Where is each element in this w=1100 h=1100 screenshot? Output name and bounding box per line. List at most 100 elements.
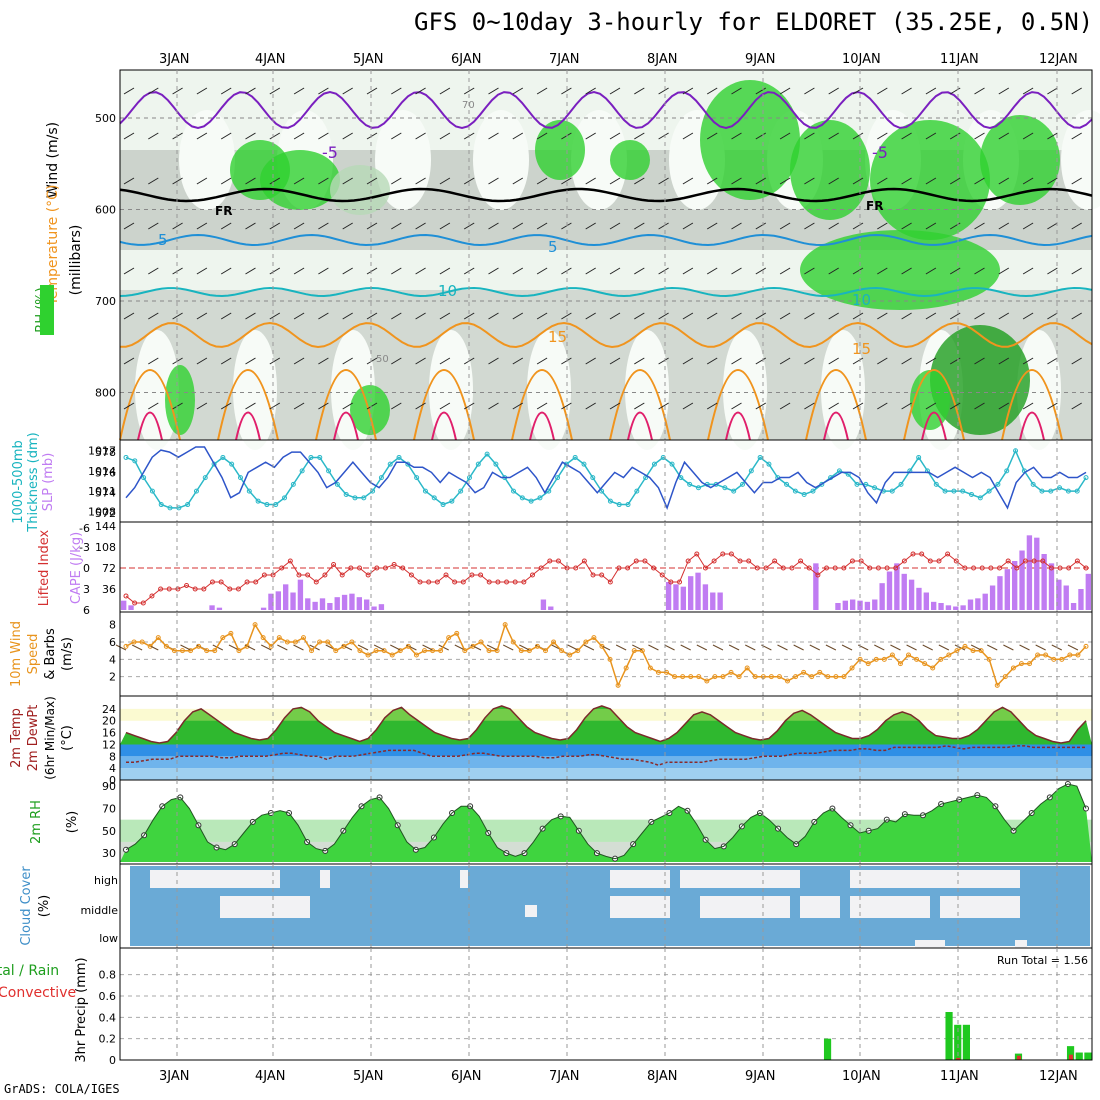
- wind-barb: [196, 402, 208, 410]
- wind-barb: [439, 87, 451, 95]
- wind-barb: [269, 402, 281, 410]
- slp-point: [986, 488, 992, 494]
- slp-point: [326, 468, 332, 474]
- wind-point: [155, 635, 161, 641]
- slp-point: [678, 475, 684, 481]
- wind-barb: [712, 644, 724, 651]
- li-point: [184, 583, 190, 588]
- slp-point: [581, 461, 587, 467]
- wind-barb: [220, 312, 232, 320]
- wind-barb: [974, 132, 985, 140]
- slp-point: [916, 454, 922, 460]
- wind-barb: [745, 644, 756, 651]
- wind-point: [946, 652, 952, 658]
- wind-barb: [925, 177, 937, 185]
- wind-barb: [793, 644, 804, 651]
- date-label-top: 9JAN: [745, 52, 776, 67]
- cape-bar: [1048, 563, 1055, 610]
- wind-barb: [123, 402, 135, 410]
- wind-barb: [731, 87, 742, 95]
- wind-point: [228, 630, 234, 636]
- y-tick-label: 4: [109, 653, 116, 666]
- y-tick-label: 3: [83, 583, 90, 596]
- wind-barb: [779, 357, 791, 365]
- y-tick-label: 8: [109, 750, 116, 763]
- wind-barb: [585, 312, 596, 320]
- wind-barb: [987, 644, 998, 651]
- wind-barb: [269, 222, 281, 230]
- wind-barb: [342, 132, 353, 140]
- cloud-block: [250, 896, 310, 918]
- wind-barb: [755, 312, 767, 320]
- wind-barb: [1047, 177, 1058, 185]
- wind-barb: [658, 267, 669, 275]
- wind-barb: [123, 267, 135, 275]
- wind-barb: [561, 267, 572, 275]
- wind-point: [300, 635, 306, 641]
- contour-label: -5: [322, 143, 338, 162]
- wind-barb: [318, 222, 329, 230]
- wind-barb: [609, 312, 621, 320]
- wind-point: [599, 643, 605, 649]
- wind-point: [954, 648, 960, 654]
- rh-light-column: [625, 330, 669, 450]
- wind-barb: [925, 267, 937, 275]
- y-tick-label: 20: [102, 715, 116, 728]
- wind-point: [906, 652, 912, 658]
- y-tick-label: 30: [102, 847, 116, 860]
- cape-bar: [938, 603, 944, 610]
- wind-barb: [366, 267, 378, 275]
- wind-barb: [852, 267, 864, 275]
- y-tick-label: 700: [95, 295, 116, 308]
- wind-barb: [220, 402, 232, 410]
- y-tick-label: 0.8: [99, 969, 117, 982]
- wind-barb: [585, 177, 596, 185]
- y-tick-label: 0: [109, 774, 116, 787]
- temp-panel: [120, 705, 1092, 780]
- y-tick-label: 0: [109, 1054, 116, 1067]
- labels-layer: 3JAN 3JAN 4JAN 4JAN 5JAN 5JAN 6JAN 6JAN 7JAN 7JAN…: [0, 52, 1088, 1084]
- axis-label-cloud: Cloud Cover: [19, 866, 34, 946]
- li-point: [391, 562, 397, 567]
- precip-bar: [962, 1024, 970, 1060]
- wind-barb: [877, 267, 888, 275]
- slp-point: [458, 488, 464, 494]
- wind-barb: [828, 222, 839, 230]
- wind-point: [575, 648, 581, 654]
- date-label-bottom: 11JAN: [940, 1069, 979, 1084]
- wind-barb: [585, 267, 596, 275]
- wind-point: [462, 648, 468, 654]
- wind-barb: [828, 312, 839, 320]
- wind-barb: [998, 177, 1010, 185]
- cape-bar: [260, 607, 267, 610]
- wind-barb: [755, 222, 767, 230]
- axis-label-thickness: 1000-500mb: [11, 440, 26, 524]
- wind-barb: [877, 357, 888, 365]
- li-point: [581, 558, 587, 564]
- y-tick-label: 6: [109, 636, 116, 649]
- y-tick-label: 500: [95, 112, 116, 125]
- wind-barb: [180, 644, 191, 651]
- wind-barb: [877, 402, 888, 410]
- wind-point: [405, 643, 411, 649]
- wind-barb: [391, 267, 402, 275]
- slp-point: [237, 475, 243, 481]
- axis-label-wind10: 10m Wind: [9, 621, 24, 687]
- wind-barb: [438, 644, 449, 651]
- temp-contour-25: [529, 411, 555, 441]
- wind-barb: [970, 644, 982, 651]
- wind-point: [276, 635, 282, 641]
- wind-barb: [974, 222, 985, 230]
- li-point: [1074, 558, 1080, 564]
- wind-barb: [1071, 357, 1082, 365]
- wind-barb: [391, 132, 402, 140]
- wind-barb: [682, 267, 694, 275]
- wind-barb: [519, 644, 530, 651]
- wind-barb: [228, 644, 240, 651]
- cloud-block: [610, 870, 670, 888]
- wind-barb: [123, 312, 135, 320]
- wind-barb: [536, 222, 548, 230]
- rh-light-column-top: [473, 110, 529, 210]
- wind-barb: [706, 222, 718, 230]
- wind-barb: [1035, 644, 1046, 651]
